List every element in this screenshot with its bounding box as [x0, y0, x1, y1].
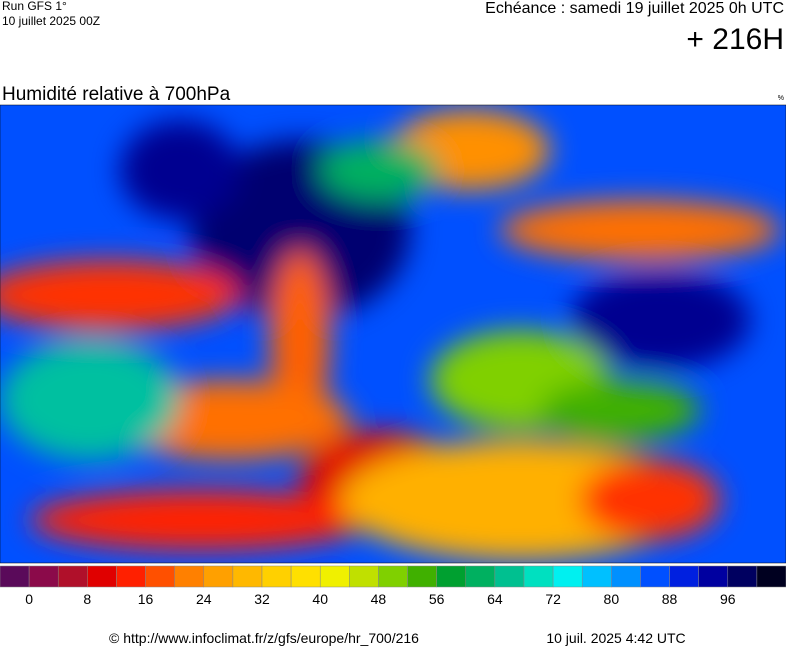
colorbar-tick-label: 72: [545, 591, 561, 607]
color-swatch: [145, 565, 175, 588]
color-swatch: [378, 565, 408, 588]
colorbar-tick-label: 48: [371, 591, 387, 607]
colorbar-tick-label: 16: [138, 591, 154, 607]
color-swatch: [57, 565, 88, 588]
color-swatch: [261, 565, 292, 588]
humidity-map: [0, 105, 786, 563]
valid-time: Echéance : samedi 19 juillet 2025 0h UTC: [485, 0, 784, 17]
color-swatch: [494, 565, 525, 588]
color-swatch: [640, 565, 670, 588]
source: © http://www.infoclimat.fr/z/gfs/europe/…: [109, 630, 419, 646]
map-frame: [0, 104, 786, 564]
color-swatch: [232, 565, 263, 588]
color-swatch: [174, 565, 205, 588]
colorbar-tick-label: 96: [720, 591, 736, 607]
color-swatch: [87, 565, 117, 588]
color-swatch: [611, 565, 641, 588]
colorbar-tick-label: 40: [312, 591, 328, 607]
color-swatch: [203, 565, 234, 588]
color-swatch: [756, 565, 786, 588]
colorbar-tick-label: 32: [254, 591, 270, 607]
map-title: Humidité relative à 700hPa: [2, 84, 231, 105]
color-swatch: [319, 565, 350, 588]
colorbar-tick-label: 64: [487, 591, 503, 607]
run-date: 10 juillet 2025 00Z: [2, 14, 100, 28]
color-swatch: [28, 565, 59, 588]
color-swatch: [727, 565, 758, 588]
color-swatch: [552, 565, 583, 588]
colorbar-tick-label: 0: [25, 591, 33, 607]
color-swatch: [0, 565, 30, 588]
colorbar-tick-label: 56: [429, 591, 445, 607]
generated: 10 juil. 2025 4:42 UTC: [546, 630, 685, 646]
run-label: Run GFS 1°: [2, 0, 67, 13]
color-swatch: [581, 565, 612, 588]
color-swatch: [436, 565, 467, 588]
color-swatch: [290, 565, 321, 588]
color-swatch: [465, 565, 496, 588]
colorbar-tick-label: 80: [604, 591, 620, 607]
color-swatch: [349, 565, 379, 588]
colorbar-tick-label: 24: [196, 591, 212, 607]
color-swatch: [698, 565, 729, 588]
colorbar-tick-label: 8: [83, 591, 91, 607]
color-swatch: [407, 565, 437, 588]
colorbar-tick-label: 88: [662, 591, 678, 607]
colorbar: 0 8 16 24 32 40 48 56 64 72 80 88 96: [0, 565, 786, 607]
color-swatch: [116, 565, 146, 588]
color-swatch: [523, 565, 554, 588]
lead-time: + 216H: [686, 23, 784, 56]
color-swatch: [669, 565, 699, 588]
unit: %: [778, 95, 784, 102]
